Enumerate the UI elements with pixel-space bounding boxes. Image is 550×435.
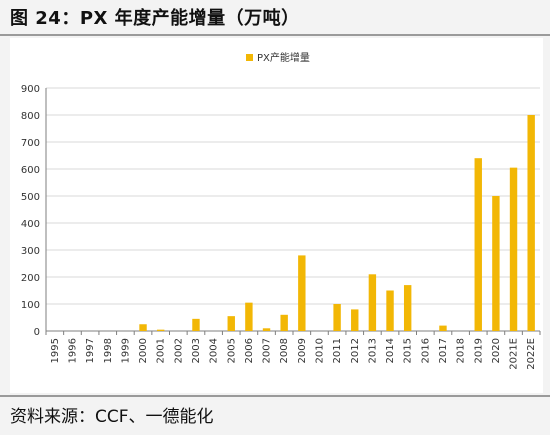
y-tick-label: 500 (21, 192, 40, 203)
x-tick-label: 2004 (209, 338, 220, 363)
legend-label: PX产能增量 (257, 51, 310, 64)
x-tick-label: 1998 (103, 338, 114, 363)
x-tick-label: 2021E (509, 338, 520, 370)
x-tick-label: 1995 (50, 338, 61, 363)
bar-2006 (245, 302, 253, 331)
bar-2001 (156, 329, 165, 331)
y-tick-label: 900 (21, 84, 40, 95)
bar-chart: PX产能增量 0 100 200 300 400 500 600 700 800 900 1995 19… (21, 51, 541, 370)
x-tick-label: 2019 (473, 338, 484, 363)
x-tick-label: 2006 (244, 338, 255, 363)
y-tick-label: 200 (21, 273, 40, 284)
y-tick-label: 0 (34, 327, 40, 338)
y-tick-label: 400 (21, 219, 40, 230)
bar-2021E (509, 167, 518, 331)
x-tick-label: 2020 (491, 338, 502, 363)
x-tick-label: 2015 (403, 338, 414, 363)
bar-2019 (474, 158, 482, 331)
bar-2011 (333, 304, 341, 331)
x-tick-label: 2001 (156, 338, 167, 363)
y-tick-label: 300 (21, 246, 40, 257)
bar-2013 (368, 274, 377, 331)
bar-2017 (439, 325, 447, 331)
x-tick-label: 2014 (385, 338, 396, 363)
y-tick-label: 600 (21, 165, 40, 176)
y-tick-label: 700 (21, 138, 40, 149)
x-tick-label: 2010 (314, 338, 325, 363)
x-tick-label: 2007 (262, 338, 273, 363)
chart-area: PX产能增量 0 100 200 300 400 500 600 700 800 900 1995 19… (10, 38, 543, 393)
x-tick-label: 2002 (173, 338, 184, 363)
bar-2022E (527, 115, 535, 331)
x-tick-label: 2017 (438, 338, 449, 363)
bar-2012 (351, 309, 359, 331)
x-tick-label: 2008 (279, 338, 290, 363)
x-tick-label: 1997 (85, 338, 96, 363)
x-tick-label: 2018 (456, 338, 467, 363)
bar-2008 (280, 314, 288, 331)
bar-2000 (139, 324, 147, 331)
x-tick-label: 1996 (67, 338, 78, 363)
x-tick-label: 1999 (120, 338, 131, 363)
bar-2003 (192, 318, 200, 331)
source-note: 资料来源：CCF、一德能化 (10, 407, 214, 427)
x-tick-label: 2000 (138, 338, 149, 363)
bar-2020 (492, 196, 500, 331)
y-tick-label: 100 (21, 300, 40, 311)
x-tick-label: 2011 (332, 338, 343, 363)
figure-title: 图 24：PX 年度产能增量（万吨） (10, 8, 300, 29)
x-tick-label: 2012 (350, 338, 361, 363)
x-tick-label: 2005 (226, 338, 237, 363)
y-tick-label: 800 (21, 111, 40, 122)
legend-swatch (246, 54, 253, 61)
bar-2009 (298, 255, 306, 331)
top-divider (0, 34, 550, 36)
x-tick-label: 2003 (191, 338, 202, 363)
bottom-divider (0, 395, 550, 397)
bar-2005 (227, 316, 235, 331)
bar-2015 (403, 285, 412, 331)
x-tick-label: 2009 (297, 338, 308, 363)
x-tick-label: 2013 (367, 338, 378, 363)
x-tick-label: 2016 (420, 338, 431, 363)
bar-2007 (262, 328, 271, 331)
x-tick-label: 2022E (526, 338, 537, 370)
bar-2014 (386, 290, 394, 331)
